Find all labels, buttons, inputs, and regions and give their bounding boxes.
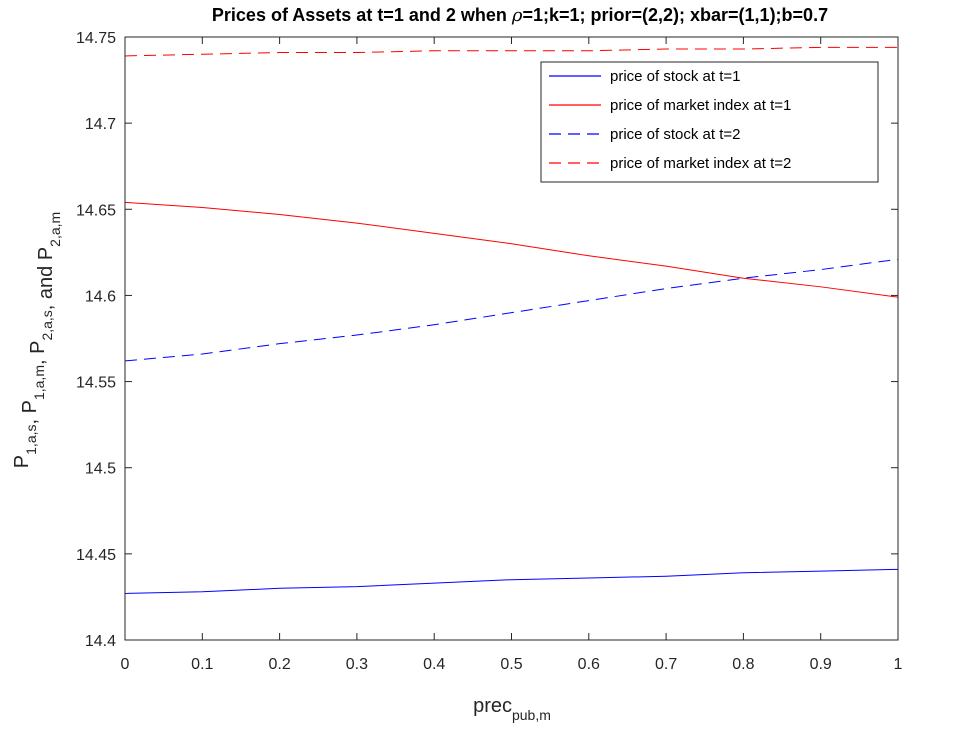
y-axis-label-sep: , and [35,260,57,310]
y-tick-label: 14.6 [85,288,116,305]
legend: price of stock at t=1 price of market ind… [540,61,879,183]
x-tick-label: 0.1 [191,656,213,673]
x-tick-label: 0.7 [655,656,677,673]
x-tick-label: 0.4 [423,656,445,673]
y-tick-label: 14.5 [85,461,116,478]
x-tick-label: 0.8 [732,656,754,673]
x-axis-label-sub: pub,m [512,707,551,723]
chart-title-part-3: =1;k=1; prior=(2,2); xbar=(1,1);b=0.7 [522,5,828,25]
chart-title: Prices of Assets at t=1 and 2 when ρ=1;k… [212,5,828,26]
x-tick-label: 0.6 [578,656,600,673]
y-axis-label-sub: 2,a,m [47,212,63,247]
series-line-2 [124,201,899,298]
x-tick-label: 0.3 [346,656,368,673]
y-tick-label: 14.55 [76,375,116,392]
y-axis-label-sep: , [27,354,49,365]
y-axis-label-sub: 1,a,s [23,425,39,455]
y-tick-label: 14.45 [76,547,116,564]
y-axis-label-main: P [35,247,57,260]
y-axis-label: P1,a,s, P1,a,m, P2,a,s, and P2,a,m [11,212,63,468]
y-tick-label: 14.7 [85,116,116,133]
y-axis-label-main: P [11,455,33,468]
y-axis-label-sub: 2,a,s [39,310,55,340]
x-tick-label: 0.5 [500,656,522,673]
series-line-4 [124,46,898,57]
y-axis-label-main: P [27,341,49,354]
y-tick-label: 14.75 [76,30,116,47]
legend-label-4: price of market index at t=2 [610,155,791,172]
y-axis-label-main: P [19,400,41,413]
legend-label-2: price of market index at t=1 [610,97,791,114]
series-line-3 [124,258,899,362]
legend-box [540,61,879,183]
legend-label-1: price of stock at t=1 [610,68,740,85]
x-tick-label: 0 [121,656,130,673]
chart-title-part-1: Prices of Assets at t=1 and 2 when [212,5,512,25]
y-tick-label: 14.4 [85,633,116,650]
y-axis-label-sub: 1,a,m [31,365,47,400]
y-axis-label-sep: , [19,413,41,424]
series-lines [124,46,899,594]
x-axis-label: precpub,m [473,695,551,723]
series-line-1 [124,568,899,594]
axis-ticks: 0 0.1 0.2 0.3 0.4 0.5 0.6 0.7 0.8 0.9 1 14.4 14.45 14… [76,30,903,673]
x-tick-label: 1 [894,656,903,673]
x-tick-label: 0.9 [810,656,832,673]
chart-title-rho: ρ [511,5,523,26]
y-tick-label: 14.65 [76,202,116,219]
legend-label-3: price of stock at t=2 [610,126,740,143]
x-axis-label-main: prec [473,695,512,717]
x-tick-label: 0.2 [268,656,290,673]
